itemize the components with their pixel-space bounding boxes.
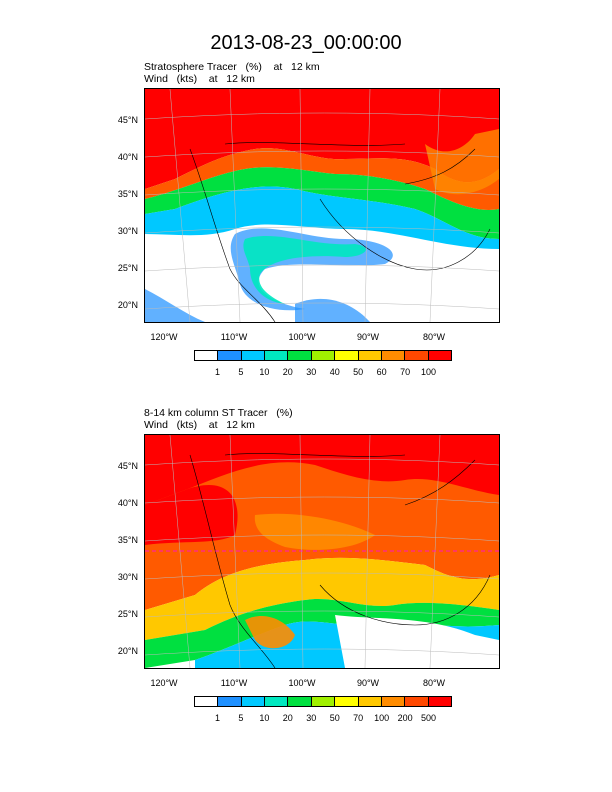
panel1-lon-label: 90°W [356,332,380,342]
colorbar-label: 70 [353,713,364,723]
panel1-lat-label: 30°N [117,226,138,236]
panel1-lon-label: 100°W [288,332,316,342]
colorbar-segment [358,697,382,706]
panel2-lon-label: 110°W [220,678,248,688]
panel1-subtitle-2: Wind (kts) at 12 km [144,73,255,85]
panel1-lon-label: 110°W [220,332,248,342]
panel1-lat-label: 40°N [117,152,138,162]
colorbar-label: 10 [259,713,270,723]
page-title: 2013-08-23_00:00:00 [210,32,402,54]
colorbar-segment [288,351,312,360]
colorbar-label: 1 [214,713,220,723]
colorbar-segment [311,697,336,706]
colorbar-segment [265,351,289,360]
colorbar-label: 60 [376,367,387,377]
colorbar-segment [195,351,219,360]
colorbar-label: 1 [214,367,220,377]
panel2-lat-label: 45°N [117,461,138,471]
panel2-lon-label: 90°W [356,678,380,688]
panel1-lon-label: 120°W [150,332,178,342]
colorbar-segment [311,351,336,360]
colorbar-segment [428,697,451,706]
panel1-colorbar [194,350,452,361]
column-st-tracer-map [144,434,500,669]
colorbar-segment [335,697,359,706]
colorbar-segment [241,697,266,706]
colorbar-label: 500 [421,713,437,723]
colorbar-segment [218,351,242,360]
colorbar-label: 30 [306,367,317,377]
colorbar-label: 30 [306,713,317,723]
panel2-lon-label: 120°W [150,678,178,688]
colorbar-label: 100 [374,713,390,723]
panel1-lat-label: 25°N [117,263,138,273]
colorbar-segment [405,351,429,360]
panel1-lat-label: 20°N [117,300,138,310]
colorbar-label: 5 [238,367,244,377]
panel2-lat-label: 30°N [117,572,138,582]
panel2-subtitle-2: Wind (kts) at 12 km [144,419,255,431]
panel2-lat-label: 40°N [117,498,138,508]
panel2-lon-label: 100°W [288,678,316,688]
colorbar-segment [405,697,429,706]
colorbar-label: 100 [421,367,437,377]
colorbar-segment [381,351,406,360]
colorbar-segment [218,697,242,706]
colorbar-label: 200 [397,713,413,723]
colorbar-label: 20 [282,367,293,377]
colorbar-segment [241,351,266,360]
colorbar-segment [288,697,312,706]
panel1-lon-label: 80°W [422,332,446,342]
colorbar-segment [381,697,406,706]
colorbar-label: 10 [259,367,270,377]
panel2-lat-label: 35°N [117,535,138,545]
panel2-lat-label: 20°N [117,646,138,656]
colorbar-segment [335,351,359,360]
colorbar-label: 40 [329,367,340,377]
colorbar-label: 70 [400,367,411,377]
colorbar-label: 5 [238,713,244,723]
panel1-lat-label: 35°N [117,189,138,199]
colorbar-label: 50 [353,367,364,377]
colorbar-label: 50 [329,713,340,723]
panel2-lat-label: 25°N [117,609,138,619]
colorbar-segment [358,351,382,360]
colorbar-segment [428,351,451,360]
colorbar-segment [195,697,219,706]
panel2-lon-label: 80°W [422,678,446,688]
colorbar-segment [265,697,289,706]
panel1-lat-label: 45°N [117,115,138,125]
panel1-subtitle-1: Stratosphere Tracer (%) at 12 km [144,61,320,73]
panel2-colorbar [194,696,452,707]
stratosphere-tracer-map [144,88,500,323]
panel2-subtitle-1: 8-14 km column ST Tracer (%) [144,407,293,419]
colorbar-label: 20 [282,713,293,723]
